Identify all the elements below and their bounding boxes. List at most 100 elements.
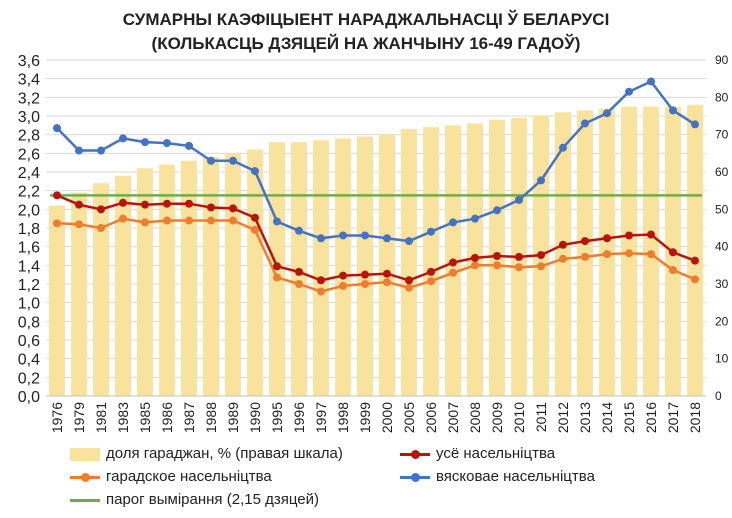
- series-point: [383, 269, 391, 278]
- x-tick-label: 2009: [489, 402, 505, 433]
- series-point: [493, 206, 501, 215]
- bar: [159, 164, 175, 396]
- series-point: [581, 119, 589, 128]
- series-point: [97, 146, 105, 155]
- bar: [423, 127, 439, 396]
- series-point: [185, 216, 193, 225]
- series-point: [339, 271, 347, 280]
- series-point: [603, 109, 611, 118]
- series-point: [317, 287, 325, 296]
- gridlines: [46, 59, 706, 397]
- x-tick-label: 1989: [225, 402, 241, 433]
- left-tick-label: 2,4: [18, 165, 40, 182]
- series-point: [251, 213, 259, 222]
- series-point: [515, 252, 523, 261]
- series-point: [273, 262, 281, 271]
- series-point: [75, 146, 83, 155]
- x-tick-label: 2014: [599, 402, 615, 433]
- legend-swatch-urban: [70, 472, 100, 482]
- bar: [49, 205, 65, 396]
- legend-label-urban: гарадское насельніцтва: [106, 468, 272, 485]
- x-tick-label: 1979: [71, 402, 87, 433]
- x-tick-label: 2000: [379, 402, 395, 433]
- series-point: [119, 214, 127, 223]
- series-point: [515, 196, 523, 204]
- series-point: [339, 231, 347, 240]
- series-point: [559, 240, 567, 249]
- series-point: [691, 275, 699, 284]
- right-tick-label: 0: [715, 389, 722, 403]
- bar: [137, 168, 153, 396]
- bar: [93, 183, 109, 396]
- legend-label-bars: доля гараджан, % (правая шкала): [106, 445, 343, 462]
- x-tick-label: 2010: [511, 402, 527, 433]
- series-point: [141, 218, 149, 227]
- series-point: [185, 141, 193, 150]
- series-point: [427, 227, 435, 236]
- left-tick-label: 2,6: [18, 146, 40, 163]
- series-point: [119, 134, 127, 143]
- series-point: [537, 176, 545, 185]
- series-point: [625, 249, 633, 258]
- series-point: [97, 224, 105, 232]
- chart-subtitle: (КОЛЬКАСЦЬ ДЗЯЦЕЙ НА ЖАНЧЫНУ 16-49 ГАДОЎ…: [151, 34, 581, 53]
- series-point: [647, 230, 655, 239]
- bar-series: [49, 104, 703, 397]
- x-tick-label: 2007: [445, 402, 461, 433]
- series-point: [251, 167, 259, 176]
- x-tick-label: 2016: [643, 402, 659, 433]
- series-point: [141, 138, 149, 147]
- series-point: [493, 261, 501, 270]
- series-point: [251, 225, 259, 234]
- left-tick-label: 1,2: [18, 277, 40, 294]
- left-tick-label: 0,4: [18, 352, 40, 369]
- left-tick-label: 2,8: [18, 128, 40, 145]
- left-tick-label: 1,6: [18, 240, 40, 257]
- series-point: [537, 262, 545, 271]
- x-tick-label: 1995: [269, 402, 285, 433]
- series-point: [339, 281, 347, 290]
- left-tick-label: 3,6: [18, 53, 40, 70]
- bar: [115, 175, 131, 396]
- series-point: [471, 214, 479, 223]
- series-point: [207, 203, 215, 212]
- right-tick-label: 60: [715, 165, 729, 179]
- x-tick-label: 1983: [115, 402, 131, 433]
- series-point: [625, 87, 633, 96]
- right-tick-label: 10: [715, 352, 729, 366]
- bar: [379, 134, 395, 396]
- x-tick-label: 1976: [49, 402, 65, 433]
- legend-item-bars: доля гараджан, % (правая шкала): [70, 444, 343, 464]
- series-point: [273, 273, 281, 282]
- legend-label-total: усё насельніцтва: [436, 445, 556, 462]
- series-point: [405, 237, 413, 246]
- x-tick-label: 1997: [313, 402, 329, 433]
- series-point: [163, 216, 171, 225]
- series-point: [647, 77, 655, 86]
- series-point: [405, 283, 413, 292]
- x-tick-label: 1986: [159, 402, 175, 433]
- series-point: [427, 267, 435, 276]
- x-tick-label: 1990: [247, 402, 263, 433]
- legend-swatch-bars: [70, 447, 100, 461]
- bar: [687, 104, 703, 397]
- left-tick-label: 0,2: [18, 370, 40, 387]
- series-point: [581, 252, 589, 261]
- bar: [225, 153, 241, 396]
- series-point: [669, 266, 677, 274]
- x-tick-label: 2011: [533, 402, 549, 432]
- series-point: [185, 199, 193, 208]
- legend-item-urban: гарадское насельніцтва: [70, 467, 272, 487]
- legend-item-rural: вясковае насельніцтва: [400, 467, 595, 487]
- series-point: [603, 250, 611, 259]
- x-tick-label: 2017: [665, 402, 681, 433]
- left-tick-label: 3,4: [18, 72, 40, 89]
- x-tick-label: 1996: [291, 402, 307, 433]
- series-point: [405, 276, 413, 285]
- chart-title: СУМАРНЫ КАЭФІЦЫЕНТ НАРАДЖАЛЬНАСЦІ Ў БЕЛА…: [122, 10, 610, 29]
- x-tick-label: 1998: [335, 402, 351, 433]
- x-tick-label: 2005: [401, 402, 417, 433]
- series-point: [691, 120, 699, 129]
- x-tick-label: 2006: [423, 402, 439, 433]
